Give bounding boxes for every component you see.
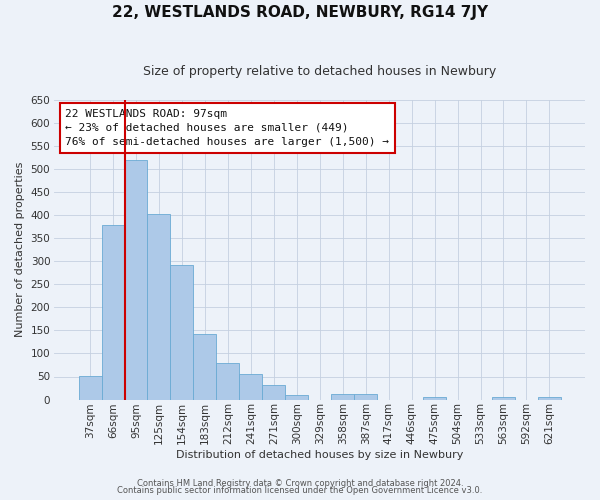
Bar	[331, 394, 354, 400]
Text: 22 WESTLANDS ROAD: 97sqm
← 23% of detached houses are smaller (449)
76% of semi-: 22 WESTLANDS ROAD: 97sqm ← 23% of detach…	[65, 109, 389, 147]
Bar	[193, 334, 217, 400]
Text: 22, WESTLANDS ROAD, NEWBURY, RG14 7JY: 22, WESTLANDS ROAD, NEWBURY, RG14 7JY	[112, 5, 488, 20]
Bar	[423, 397, 446, 400]
Title: Size of property relative to detached houses in Newbury: Size of property relative to detached ho…	[143, 65, 496, 78]
Bar	[101, 226, 125, 400]
Text: Contains public sector information licensed under the Open Government Licence v3: Contains public sector information licen…	[118, 486, 482, 495]
Bar	[239, 374, 262, 400]
Y-axis label: Number of detached properties: Number of detached properties	[15, 162, 25, 338]
Bar	[217, 362, 239, 400]
Bar	[492, 397, 515, 400]
Bar	[354, 394, 377, 400]
X-axis label: Distribution of detached houses by size in Newbury: Distribution of detached houses by size …	[176, 450, 463, 460]
Text: Contains HM Land Registry data © Crown copyright and database right 2024.: Contains HM Land Registry data © Crown c…	[137, 478, 463, 488]
Bar	[285, 395, 308, 400]
Bar	[148, 214, 170, 400]
Bar	[125, 160, 148, 400]
Bar	[170, 265, 193, 400]
Bar	[262, 385, 285, 400]
Bar	[538, 397, 561, 400]
Bar	[79, 376, 101, 400]
